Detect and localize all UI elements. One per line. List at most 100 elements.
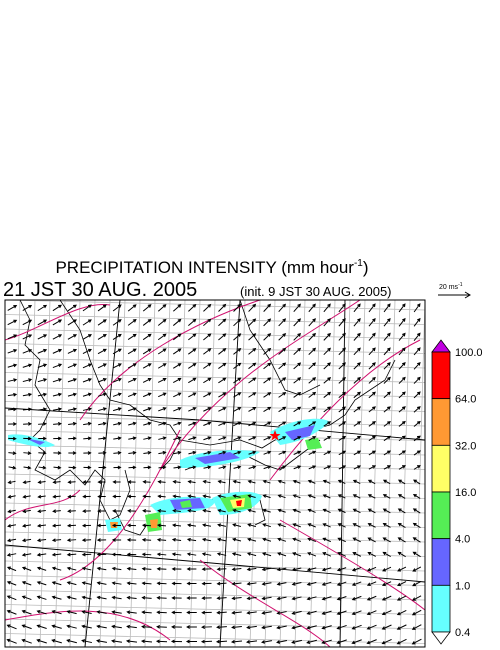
wind-arrow (157, 333, 167, 341)
grid-line (324, 300, 336, 647)
colorbar-segment (431, 538, 451, 586)
wind-arrow (276, 611, 287, 615)
wind-arrow (127, 480, 136, 484)
wind-arrow (128, 421, 137, 426)
wind-arrow (125, 639, 138, 644)
wind-arrow (216, 552, 227, 556)
wind-arrow (200, 639, 213, 644)
wind-arrow (216, 610, 227, 615)
wind-arrow (353, 421, 362, 427)
wind-arrow (67, 304, 77, 312)
wind-arrow (7, 349, 18, 354)
wind-arrow (218, 421, 227, 427)
wind-arrow (293, 362, 302, 370)
wind-arrow (308, 465, 317, 470)
map (5, 300, 425, 647)
wind-arrow (37, 319, 48, 326)
wind-arrow (322, 523, 331, 528)
wind-arrow (81, 552, 92, 557)
wind-arrow (397, 551, 406, 558)
wind-arrow (186, 552, 197, 557)
wind-arrow (368, 317, 376, 327)
wind-arrow (67, 334, 78, 340)
wind-arrow (36, 624, 47, 629)
wind-arrow (293, 465, 302, 470)
wind-arrow (83, 451, 92, 455)
wind-arrow (67, 494, 76, 499)
wind-arrow (202, 508, 211, 513)
valid-time: 21 JST 30 AUG. 2005 (3, 279, 197, 301)
wind-arrow (246, 552, 257, 557)
wind-arrow (308, 450, 317, 456)
wind-arrow (278, 436, 287, 441)
wind-arrow (82, 378, 92, 383)
wind-arrow (171, 610, 182, 615)
wind-arrow (337, 523, 346, 528)
grid-line (234, 300, 246, 647)
vector-legend-exponent: -1 (458, 282, 463, 288)
wind-arrow (322, 537, 331, 543)
wind-arrow (171, 596, 182, 600)
wind-arrow (366, 624, 377, 630)
wind-arrow (98, 421, 107, 426)
wind-arrow (263, 303, 272, 312)
wind-arrow (203, 392, 212, 398)
grid-line (174, 300, 186, 647)
wind-arrow (203, 362, 212, 369)
wind-arrow (233, 450, 242, 455)
wind-arrow (292, 508, 301, 513)
wind-arrow (141, 523, 152, 528)
wind-arrow (397, 537, 406, 543)
wind-arrow (37, 348, 48, 354)
wind-arrow (22, 348, 33, 354)
wind-arrow (82, 319, 92, 326)
wind-arrow (382, 508, 391, 514)
wind-arrow (383, 391, 391, 399)
wind-arrow (247, 479, 256, 484)
wind-arrow (37, 494, 46, 499)
wind-arrow (306, 639, 317, 644)
wind-arrow (352, 479, 361, 485)
wind-arrow (367, 508, 376, 514)
wind-arrow (382, 479, 391, 485)
grid-line (5, 343, 425, 354)
wind-arrow (413, 317, 421, 327)
wind-arrow (188, 318, 197, 327)
wind-arrow (188, 421, 197, 426)
wind-arrow (171, 581, 182, 586)
wind-arrow (263, 450, 272, 455)
wind-arrow (158, 392, 167, 398)
wind-arrow (368, 465, 377, 470)
wind-arrow (323, 347, 331, 356)
wind-arrow (398, 420, 406, 427)
wind-arrow (353, 450, 362, 456)
wind-arrow (7, 363, 18, 368)
wind-arrow (143, 421, 152, 426)
wind-arrow (366, 595, 377, 601)
wind-arrow (337, 494, 346, 499)
wind-arrow (336, 581, 347, 586)
wind-arrow (338, 376, 346, 384)
wind-arrow (278, 421, 287, 427)
wind-arrow (36, 638, 47, 644)
wind-arrow (216, 567, 227, 572)
wind-arrow (263, 347, 272, 355)
wind-arrow (232, 494, 241, 498)
wind-arrow (53, 436, 62, 441)
wind-arrow (231, 537, 242, 542)
wind-arrow (233, 421, 242, 427)
wind-arrow (97, 304, 107, 312)
wind-arrow (322, 494, 331, 499)
wind-arrow (6, 638, 17, 644)
wind-arrow (112, 304, 122, 312)
wind-arrow (158, 436, 167, 440)
wind-arrow (292, 494, 301, 499)
wind-arrow (246, 625, 257, 630)
wind-arrow (187, 523, 197, 528)
wind-arrow (97, 509, 106, 513)
wind-arrow (111, 552, 122, 557)
wind-arrow (112, 494, 121, 499)
wind-arrow (321, 610, 332, 615)
wind-arrow (127, 509, 136, 513)
wind-arrow (172, 479, 181, 484)
